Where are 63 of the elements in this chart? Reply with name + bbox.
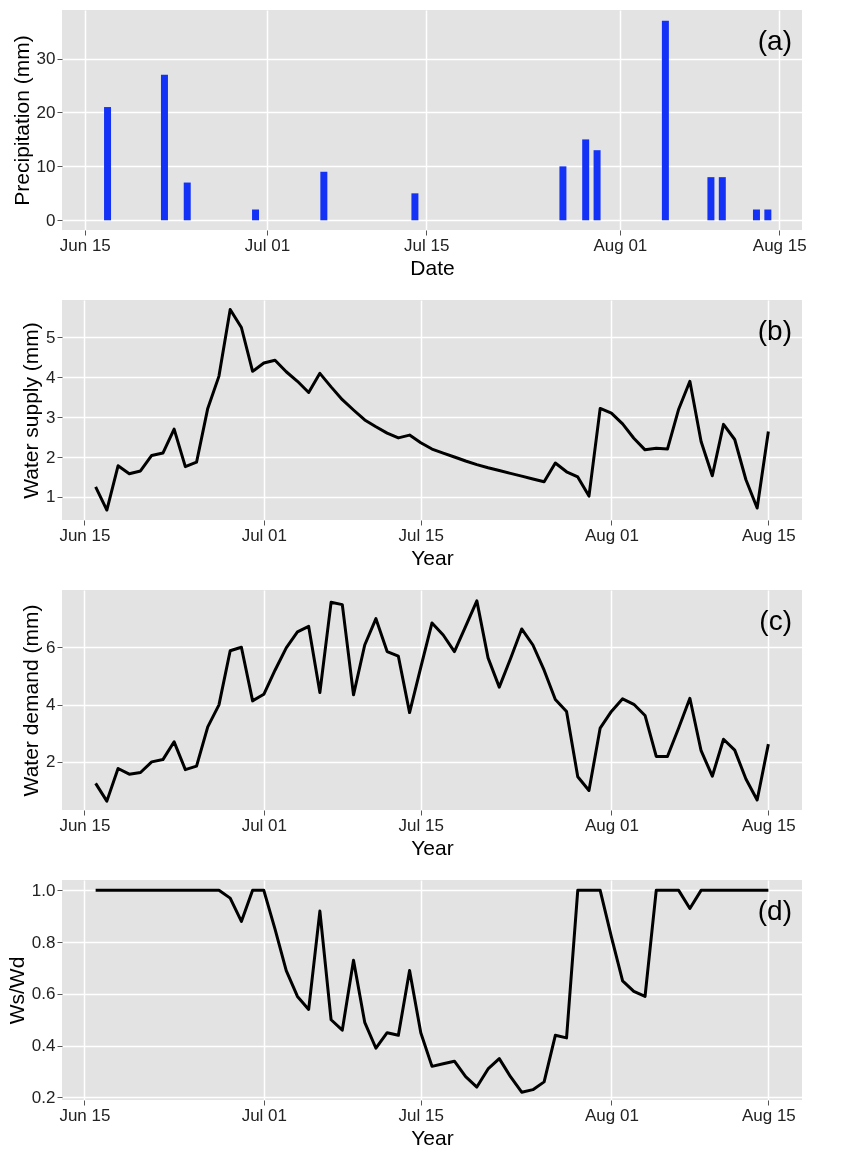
y-axis-title: Water demand (mm) <box>19 604 43 797</box>
bar <box>160 74 168 221</box>
bar <box>718 177 726 221</box>
bar <box>593 150 601 221</box>
y-tick-label: 0.2 <box>31 1087 56 1107</box>
y-tick-label: 2 <box>46 752 56 772</box>
x-tick-label: Aug 15 <box>741 1105 796 1125</box>
y-axis-title: Water supply (mm) <box>19 322 43 499</box>
y-tick-label: 20 <box>36 102 56 122</box>
x-tick-label: Jun 15 <box>59 815 111 835</box>
x-tick-label: Aug 15 <box>752 235 807 255</box>
y-axis-title: Ws/Wd <box>4 956 28 1025</box>
bar <box>582 139 590 221</box>
x-tick-label: Jul 01 <box>244 235 291 255</box>
x-tick-label: Aug 01 <box>584 525 639 545</box>
x-tick-label: Jun 15 <box>59 235 111 255</box>
y-tick-label: 4 <box>46 367 56 387</box>
y-tick-label: 10 <box>36 156 56 176</box>
y-tick-label: 0 <box>46 210 56 230</box>
bar <box>252 209 260 221</box>
x-tick-label: Jun 15 <box>59 1105 111 1125</box>
y-tick-label: 0.4 <box>31 1036 56 1056</box>
y-tick-label: 3 <box>46 407 56 427</box>
y-tick-label: 1 <box>46 487 56 507</box>
x-tick-label: Aug 15 <box>741 815 796 835</box>
annotation: (a) <box>757 25 792 56</box>
y-tick-label: 30 <box>36 49 56 69</box>
annotation: (b) <box>757 315 792 346</box>
annotation: (d) <box>757 895 792 926</box>
annotation: (c) <box>759 605 792 636</box>
y-tick-label: 1.0 <box>31 880 56 900</box>
x-tick-label: Aug 01 <box>584 815 639 835</box>
x-tick-label: Jul 15 <box>404 235 450 255</box>
x-tick-label: Jul 15 <box>398 815 444 835</box>
y-tick-label: 0.6 <box>31 984 56 1004</box>
bar <box>661 20 669 221</box>
x-tick-label: Jul 01 <box>241 815 288 835</box>
y-tick-label: 6 <box>46 637 56 657</box>
x-tick-label: Jul 15 <box>398 1105 444 1125</box>
bar <box>320 171 328 221</box>
bar <box>752 209 760 221</box>
x-axis-title: Year <box>411 1125 454 1149</box>
bar <box>183 182 191 221</box>
bar <box>411 193 419 221</box>
bar <box>104 107 112 221</box>
x-tick-label: Aug 01 <box>593 235 648 255</box>
x-tick-label: Jul 01 <box>241 525 288 545</box>
x-axis-title: Year <box>411 835 454 859</box>
x-tick-label: Jun 15 <box>59 525 111 545</box>
x-tick-label: Jul 15 <box>398 525 444 545</box>
x-tick-label: Aug 01 <box>584 1105 639 1125</box>
x-axis-title: Date <box>410 255 455 279</box>
x-tick-label: Aug 15 <box>741 525 796 545</box>
y-tick-label: 0.8 <box>31 932 56 952</box>
bar <box>764 209 772 221</box>
y-tick-label: 4 <box>46 695 56 715</box>
bar <box>559 166 567 221</box>
y-tick-label: 2 <box>46 447 56 467</box>
bar <box>707 177 715 221</box>
x-axis-title: Year <box>411 545 454 569</box>
x-tick-label: Jul 01 <box>241 1105 288 1125</box>
y-tick-label: 5 <box>46 327 56 347</box>
y-axis-title: Precipitation (mm) <box>9 35 33 206</box>
